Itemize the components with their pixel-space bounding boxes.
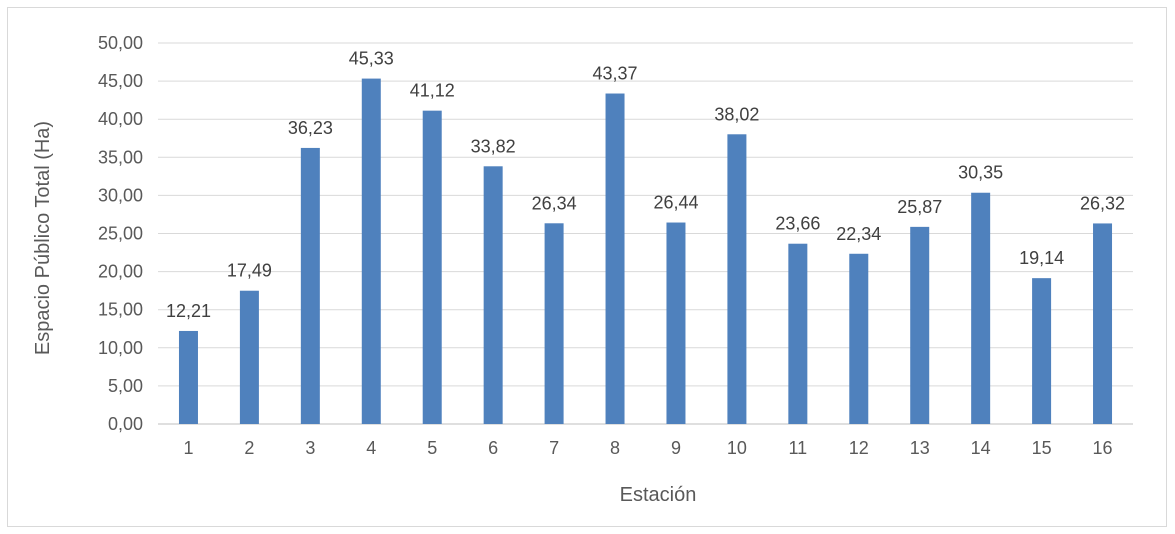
bar-5	[422, 110, 442, 425]
x-tick-label: 5	[427, 438, 437, 458]
x-tick-label: 16	[1093, 438, 1113, 458]
x-axis-title: Estación	[620, 484, 697, 506]
y-tick-label: 0,00	[108, 414, 143, 434]
x-tick-label: 8	[610, 438, 620, 458]
bar-3	[300, 147, 320, 424]
y-tick-label: 15,00	[98, 300, 143, 320]
x-tick-label: 10	[727, 438, 747, 458]
x-tick-label: 3	[305, 438, 315, 458]
y-tick-label: 35,00	[98, 147, 143, 167]
bar-chart: 12,21 17,49 36,23 45,33 41,12 33,82 26,34 43,37…	[32, 33, 1133, 506]
bar-14	[971, 192, 991, 424]
bar-1	[178, 330, 198, 424]
bar-16	[1093, 223, 1113, 424]
x-tick-label: 7	[549, 438, 559, 458]
bar-8	[605, 93, 625, 424]
data-label-15: 19,14	[1019, 248, 1064, 268]
y-tick-label: 45,00	[98, 71, 143, 91]
data-label-5: 41,12	[410, 81, 455, 101]
bar-7	[544, 223, 564, 424]
x-tick-label: 15	[1032, 438, 1052, 458]
data-label-13: 25,87	[897, 197, 942, 217]
data-label-6: 33,82	[471, 136, 516, 156]
y-tick-label: 5,00	[108, 376, 143, 396]
x-tick-label: 9	[671, 438, 681, 458]
y-axis-title: Espacio Público Total (Ha)	[32, 121, 54, 355]
y-axis-ticks: 0,00 5,00 10,00 15,00 20,00 25,00 30,00 35,00 40…	[98, 33, 143, 434]
data-labels: 12,21 17,49 36,23 45,33 41,12 33,82 26,34 43,37…	[166, 49, 1125, 321]
x-tick-label: 12	[849, 438, 869, 458]
chart-frame: 12,21 17,49 36,23 45,33 41,12 33,82 26,34 43,37…	[7, 7, 1167, 527]
y-tick-label: 30,00	[98, 185, 143, 205]
bars	[178, 78, 1113, 425]
data-label-7: 26,34	[532, 193, 577, 213]
data-label-14: 30,35	[958, 163, 1003, 183]
bar-10	[727, 134, 747, 424]
y-tick-label: 50,00	[98, 33, 143, 53]
y-tick-label: 10,00	[98, 338, 143, 358]
data-label-16: 26,32	[1080, 193, 1125, 213]
bar-12	[849, 253, 869, 424]
gridlines	[158, 42, 1133, 425]
x-tick-label: 4	[366, 438, 376, 458]
bar-2	[239, 290, 259, 424]
x-tick-label: 1	[183, 438, 193, 458]
y-tick-label: 25,00	[98, 224, 143, 244]
bar-15	[1032, 278, 1052, 424]
data-label-10: 38,02	[714, 104, 759, 124]
data-label-2: 17,49	[227, 261, 272, 281]
bar-9	[666, 222, 686, 424]
data-label-11: 23,66	[775, 214, 820, 234]
data-label-12: 22,34	[836, 224, 881, 244]
y-tick-label: 40,00	[98, 109, 143, 129]
x-axis-ticks: 1 2 3 4 5 6 7 8 9 10 11 12 13 14 15 16	[183, 438, 1112, 458]
x-tick-label: 11	[789, 438, 808, 458]
x-tick-label: 6	[488, 438, 498, 458]
bar-6	[483, 166, 503, 424]
data-label-9: 26,44	[653, 193, 698, 213]
data-label-1: 12,21	[166, 301, 211, 321]
x-tick-label: 13	[910, 438, 930, 458]
bar-4	[361, 78, 381, 425]
bar-13	[910, 226, 930, 424]
y-tick-label: 20,00	[98, 262, 143, 282]
data-label-3: 36,23	[288, 118, 333, 138]
data-label-8: 43,37	[593, 64, 638, 84]
x-tick-label: 2	[244, 438, 254, 458]
bar-11	[788, 243, 808, 424]
x-tick-label: 14	[971, 438, 991, 458]
data-label-4: 45,33	[349, 49, 394, 69]
